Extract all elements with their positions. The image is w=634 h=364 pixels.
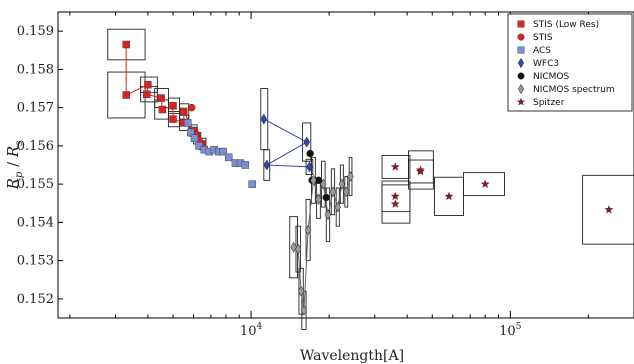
x-axis-label: Wavelength[A] bbox=[300, 348, 404, 364]
data-point-nicmos-spectrum bbox=[300, 304, 308, 316]
y-tick-label: 0.153 bbox=[17, 254, 54, 269]
data-point-wfc3 bbox=[263, 159, 271, 171]
data-point-spitzer bbox=[480, 179, 490, 188]
data-point-spitzer bbox=[415, 165, 425, 174]
y-label-r1: R bbox=[4, 178, 22, 190]
legend-label-nicmos: NICMOS bbox=[533, 72, 570, 82]
data-point-nicmos-spectrum bbox=[338, 178, 346, 190]
y-tick-label: 0.159 bbox=[17, 24, 54, 39]
legend-box bbox=[507, 13, 633, 112]
data-point-nicmos-spectrum bbox=[290, 241, 297, 253]
y-label-slash: / bbox=[4, 157, 22, 172]
data-point-nicmos-spectrum bbox=[347, 170, 354, 183]
data-point-acs bbox=[190, 134, 199, 142]
data-point-acs bbox=[248, 180, 256, 188]
y-tick-label: 0.157 bbox=[17, 101, 54, 116]
data-point-nicmos-spectrum bbox=[329, 186, 337, 198]
data-point-stis bbox=[187, 103, 196, 112]
legend-marker-stis bbox=[517, 33, 525, 41]
data-point-stis-low-res bbox=[144, 80, 152, 89]
legend-label-acs: ACS bbox=[533, 46, 551, 56]
legend-label-stis: STIS bbox=[533, 33, 553, 43]
data-point-wfc3 bbox=[303, 136, 310, 148]
y-label-r2: R bbox=[4, 146, 22, 158]
data-point-spitzer bbox=[390, 199, 400, 208]
data-point-acs bbox=[224, 153, 233, 162]
axis-ticks-layer: 0.152 0.153 0.154 0.155 0.156 0.157 0.158 0.159… bbox=[17, 12, 634, 339]
data-point-wfc3 bbox=[260, 113, 268, 125]
data-point-spitzer bbox=[604, 205, 614, 214]
data-point-nicmos-spectrum bbox=[334, 201, 342, 213]
data-point-spitzer bbox=[390, 162, 400, 171]
legend-marker-nicmos-spectrum bbox=[517, 83, 525, 95]
legend-marker-spitzer bbox=[516, 97, 526, 106]
series-line-wfc3 bbox=[263, 118, 310, 168]
x-tick-label: 105 bbox=[499, 322, 522, 339]
legend-label-nicmos-spectrum: NICMOS spectrum bbox=[533, 85, 615, 95]
data-point-acs bbox=[184, 119, 192, 127]
data-point-acs bbox=[195, 142, 203, 150]
data-point-nicmos-spectrum bbox=[294, 243, 302, 255]
y-tick-label: 0.155 bbox=[17, 177, 54, 192]
data-point-nicmos-spectrum bbox=[320, 178, 327, 190]
data-point-wfc3 bbox=[306, 161, 313, 173]
data-point-nicmos-spectrum bbox=[297, 285, 305, 297]
data-point-nicmos-spectrum bbox=[343, 186, 350, 198]
data-point-stis-low-res bbox=[122, 40, 130, 49]
legend-label-wfc3: WFC3 bbox=[533, 59, 559, 69]
y-axis-label: Rp / Rs bbox=[4, 141, 25, 191]
y-label-sub1: p bbox=[14, 171, 25, 178]
legend-marker-acs bbox=[517, 46, 525, 54]
data-points-layer bbox=[122, 40, 614, 316]
data-point-nicmos bbox=[306, 149, 314, 158]
data-point-stis-low-res bbox=[158, 105, 167, 114]
error-box-wfc3 bbox=[302, 122, 312, 162]
data-point-stis-low-res bbox=[169, 115, 177, 123]
y-tick-label: 0.154 bbox=[17, 215, 54, 230]
data-point-stis-low-res bbox=[143, 90, 151, 98]
data-point-stis-low-res bbox=[180, 107, 188, 116]
data-point-spitzer bbox=[444, 191, 454, 201]
error-box-spitzer bbox=[463, 172, 505, 197]
data-point-nicmos-spectrum bbox=[304, 224, 312, 236]
data-point-stis-low-res bbox=[122, 91, 130, 99]
y-tick-label: 0.158 bbox=[17, 62, 54, 77]
data-point-stis-low-res bbox=[157, 94, 165, 102]
y-tick-label: 0.156 bbox=[17, 139, 54, 154]
legend-marker-nicmos bbox=[517, 72, 525, 80]
data-point-acs bbox=[241, 161, 250, 169]
data-point-acs bbox=[219, 147, 227, 156]
y-tick-label: 0.152 bbox=[17, 292, 54, 307]
data-point-acs bbox=[186, 128, 195, 137]
data-point-stis-low-res bbox=[169, 101, 177, 110]
data-point-nicmos-spectrum bbox=[324, 209, 332, 221]
legend-marker-wfc3 bbox=[517, 57, 525, 69]
error-box-spitzer bbox=[381, 184, 411, 224]
plot-frame bbox=[57, 11, 634, 319]
data-point-nicmos bbox=[322, 193, 331, 202]
legend-marker-stis-low-res bbox=[517, 20, 525, 28]
legend: STIS (Low Res) STIS ACS WFC3 NICMOS NICMOS sp… bbox=[507, 13, 633, 112]
error-box-spitzer bbox=[381, 154, 411, 179]
legend-label-spitzer: Spitzer bbox=[533, 98, 565, 108]
legend-label-stis-low-res: STIS (Low Res) bbox=[533, 20, 599, 30]
data-point-nicmos-spectrum bbox=[310, 174, 317, 186]
error-box-spitzer bbox=[582, 174, 634, 245]
data-point-spitzer bbox=[390, 191, 400, 201]
y-label-sub2: s bbox=[14, 141, 25, 146]
error-box-spitzer bbox=[408, 150, 434, 190]
x-tick-label: 104 bbox=[240, 322, 263, 339]
error-box-spitzer bbox=[434, 176, 464, 216]
data-point-nicmos-spectrum bbox=[315, 193, 322, 205]
